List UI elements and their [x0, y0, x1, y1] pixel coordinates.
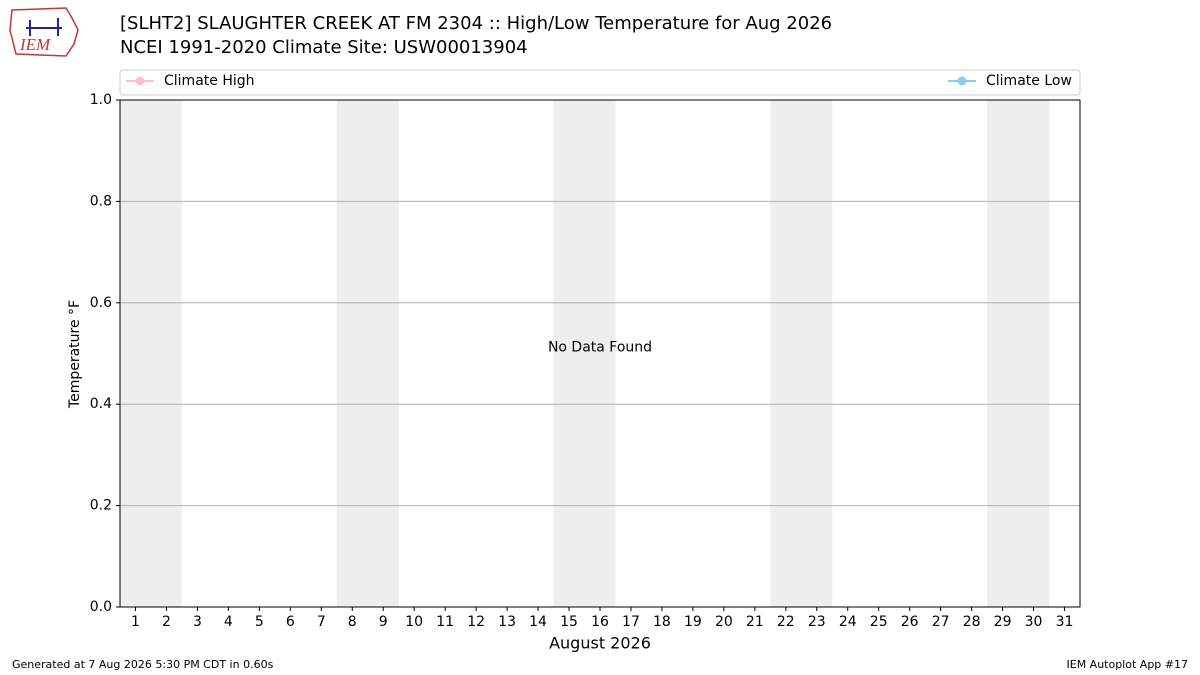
x-tick-label: 3 — [193, 614, 202, 630]
x-tick-label: 22 — [777, 614, 795, 630]
y-tick-label: 1.0 — [90, 92, 112, 108]
annotation: No Data Found — [548, 340, 652, 356]
x-tick-label: 25 — [870, 614, 888, 630]
x-tick-label: 27 — [932, 614, 950, 630]
x-tick-label: 21 — [746, 614, 764, 630]
footer-right: IEM Autoplot App #17 — [1067, 658, 1189, 671]
legend-label: Climate Low — [986, 73, 1072, 89]
x-tick-label: 30 — [1025, 614, 1043, 630]
y-tick-label: 0.0 — [90, 599, 112, 615]
x-tick-label: 1 — [131, 614, 140, 630]
legend-marker — [135, 76, 145, 86]
x-tick-label: 14 — [529, 614, 547, 630]
x-tick-label: 24 — [839, 614, 857, 630]
logo: IEM — [9, 7, 79, 57]
x-tick-label: 16 — [591, 614, 609, 630]
weekend-span — [553, 100, 616, 607]
x-tick-label: 20 — [715, 614, 733, 630]
y-tick-label: 0.2 — [90, 498, 112, 514]
x-tick-label: 31 — [1056, 614, 1074, 630]
legend-label: Climate High — [164, 73, 255, 89]
chart-subtitle: NCEI 1991-2020 Climate Site: USW00013904 — [120, 37, 528, 58]
x-tick-label: 28 — [963, 614, 981, 630]
x-tick-label: 17 — [622, 614, 640, 630]
x-tick-label: 26 — [901, 614, 919, 630]
x-tick-label: 18 — [653, 614, 671, 630]
x-tick-label: 12 — [467, 614, 485, 630]
x-tick-label: 5 — [255, 614, 264, 630]
x-tick-label: 7 — [317, 614, 326, 630]
weekend-span — [120, 100, 182, 607]
logo-text: IEM — [19, 35, 51, 54]
x-tick-label: 6 — [286, 614, 295, 630]
chart-title: [SLHT2] SLAUGHTER CREEK AT FM 2304 :: Hi… — [120, 13, 832, 34]
x-tick-label: 2 — [162, 614, 171, 630]
y-tick-label: 0.8 — [90, 193, 112, 209]
legend-box — [119, 69, 1081, 96]
x-tick-label: 4 — [224, 614, 233, 630]
weekend-span — [987, 100, 1050, 607]
weekend-span — [336, 100, 399, 607]
x-axis-label: August 2026 — [549, 634, 651, 653]
legend-marker — [957, 76, 967, 86]
x-tick-label: 13 — [498, 614, 516, 630]
weekend-span — [770, 100, 833, 607]
x-tick-label: 11 — [436, 614, 454, 630]
x-tick-label: 23 — [808, 614, 826, 630]
y-tick-label: 0.6 — [90, 295, 112, 311]
y-tick-label: 0.4 — [90, 396, 112, 412]
x-tick-label: 15 — [560, 614, 578, 630]
x-tick-label: 29 — [994, 614, 1012, 630]
y-axis-label: Temperature °F — [67, 300, 83, 409]
x-tick-label: 9 — [379, 614, 388, 630]
x-tick-label: 8 — [348, 614, 357, 630]
plot-frame — [119, 99, 1081, 608]
footer-left: Generated at 7 Aug 2026 5:30 PM CDT in 0… — [12, 658, 274, 671]
x-tick-label: 10 — [405, 614, 423, 630]
x-tick-label: 19 — [684, 614, 702, 630]
